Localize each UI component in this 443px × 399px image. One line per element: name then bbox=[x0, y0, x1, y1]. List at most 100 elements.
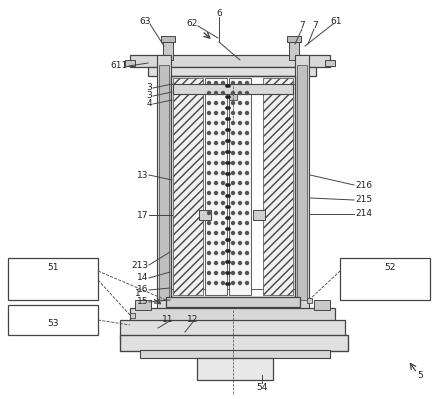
Circle shape bbox=[231, 261, 235, 265]
Circle shape bbox=[214, 261, 218, 265]
Circle shape bbox=[214, 181, 218, 185]
Circle shape bbox=[221, 231, 225, 235]
Circle shape bbox=[225, 172, 229, 176]
Circle shape bbox=[238, 181, 242, 185]
Bar bbox=[287, 36, 301, 42]
Circle shape bbox=[227, 128, 231, 132]
Circle shape bbox=[238, 271, 242, 275]
Circle shape bbox=[225, 117, 229, 121]
Text: 214: 214 bbox=[355, 209, 372, 219]
Text: 215: 215 bbox=[355, 196, 372, 205]
Circle shape bbox=[231, 271, 235, 275]
Circle shape bbox=[238, 191, 242, 195]
Circle shape bbox=[245, 141, 249, 145]
Bar bbox=[159, 65, 169, 300]
Circle shape bbox=[227, 172, 231, 176]
Text: 11: 11 bbox=[162, 314, 174, 324]
Circle shape bbox=[227, 150, 231, 154]
Circle shape bbox=[245, 171, 249, 175]
Circle shape bbox=[231, 171, 235, 175]
Text: 213: 213 bbox=[131, 261, 148, 269]
Circle shape bbox=[231, 111, 235, 115]
Circle shape bbox=[238, 221, 242, 225]
Circle shape bbox=[245, 181, 249, 185]
Circle shape bbox=[207, 161, 211, 165]
Text: 13: 13 bbox=[136, 170, 148, 180]
Bar bbox=[253, 210, 265, 220]
Bar bbox=[295, 55, 309, 310]
Circle shape bbox=[231, 191, 235, 195]
Circle shape bbox=[207, 171, 211, 175]
Circle shape bbox=[231, 101, 235, 105]
Circle shape bbox=[207, 101, 211, 105]
Circle shape bbox=[221, 171, 225, 175]
Circle shape bbox=[221, 241, 225, 245]
Bar bbox=[135, 300, 151, 310]
Bar bbox=[181, 315, 285, 325]
Text: 216: 216 bbox=[355, 180, 372, 190]
Circle shape bbox=[227, 84, 231, 88]
Circle shape bbox=[207, 231, 211, 235]
Text: 16: 16 bbox=[136, 286, 148, 294]
Circle shape bbox=[227, 249, 231, 253]
Circle shape bbox=[207, 81, 211, 85]
Circle shape bbox=[227, 205, 231, 209]
Circle shape bbox=[214, 251, 218, 255]
Bar bbox=[120, 320, 345, 338]
Circle shape bbox=[225, 227, 229, 231]
Circle shape bbox=[207, 221, 211, 225]
Bar bbox=[125, 60, 135, 66]
Circle shape bbox=[221, 261, 225, 265]
Circle shape bbox=[238, 251, 242, 255]
Bar bbox=[307, 298, 312, 303]
Text: 53: 53 bbox=[47, 318, 59, 328]
Text: 4: 4 bbox=[146, 99, 152, 109]
Circle shape bbox=[207, 201, 211, 205]
Text: 61: 61 bbox=[330, 18, 342, 26]
Circle shape bbox=[214, 201, 218, 205]
Circle shape bbox=[245, 161, 249, 165]
Circle shape bbox=[227, 95, 231, 99]
Circle shape bbox=[214, 221, 218, 225]
Circle shape bbox=[245, 251, 249, 255]
Circle shape bbox=[231, 161, 235, 165]
Circle shape bbox=[231, 201, 235, 205]
Circle shape bbox=[238, 91, 242, 95]
Circle shape bbox=[245, 271, 249, 275]
Text: 14: 14 bbox=[136, 273, 148, 282]
Circle shape bbox=[225, 128, 229, 132]
Circle shape bbox=[245, 151, 249, 155]
Bar bbox=[163, 40, 173, 60]
Circle shape bbox=[225, 84, 229, 88]
Bar bbox=[229, 94, 237, 100]
Text: 6: 6 bbox=[216, 10, 222, 18]
Bar bbox=[340, 258, 430, 300]
Circle shape bbox=[221, 131, 225, 135]
Bar bbox=[130, 55, 330, 67]
Circle shape bbox=[221, 101, 225, 105]
Circle shape bbox=[221, 201, 225, 205]
Bar bbox=[225, 325, 241, 337]
Circle shape bbox=[231, 91, 235, 95]
Circle shape bbox=[231, 251, 235, 255]
Circle shape bbox=[225, 205, 229, 209]
Circle shape bbox=[238, 211, 242, 215]
Bar bbox=[229, 337, 237, 355]
Circle shape bbox=[227, 282, 231, 286]
Circle shape bbox=[214, 191, 218, 195]
Circle shape bbox=[245, 111, 249, 115]
Circle shape bbox=[214, 101, 218, 105]
Circle shape bbox=[221, 91, 225, 95]
Bar bbox=[130, 313, 135, 318]
Circle shape bbox=[214, 281, 218, 285]
Circle shape bbox=[238, 241, 242, 245]
Circle shape bbox=[225, 194, 229, 198]
Circle shape bbox=[227, 161, 231, 165]
Circle shape bbox=[214, 271, 218, 275]
Circle shape bbox=[225, 216, 229, 220]
Circle shape bbox=[207, 131, 211, 135]
Circle shape bbox=[225, 249, 229, 253]
Bar bbox=[173, 84, 293, 94]
Bar bbox=[314, 300, 330, 310]
Circle shape bbox=[221, 141, 225, 145]
